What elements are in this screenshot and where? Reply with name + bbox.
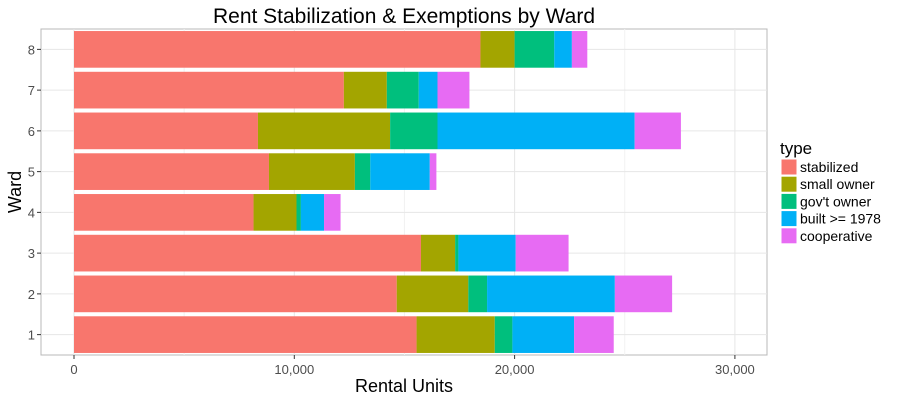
bar-segment [268, 153, 355, 190]
legend-swatch [780, 192, 798, 210]
bar-segment [420, 234, 456, 272]
bar-segment [343, 71, 387, 109]
bar-segment [634, 112, 681, 150]
bar-segment [458, 234, 516, 272]
bar-segment [437, 71, 470, 109]
bar-segment [74, 31, 481, 68]
legend-swatch [780, 210, 798, 228]
bar-segment [257, 112, 391, 150]
x-axis-label: Rental Units [355, 376, 453, 396]
bar-segment [396, 275, 469, 313]
legend-item: cooperative [780, 227, 873, 245]
legend-item: built >= 1978 [780, 210, 881, 228]
bar-segment [324, 194, 341, 231]
legend-swatch [780, 158, 798, 176]
bar-segment [253, 194, 297, 231]
bar-segment [354, 153, 371, 190]
legend-label: gov't owner [800, 193, 871, 209]
bar-segment [429, 153, 437, 190]
legend-item: stabilized [780, 158, 858, 176]
bar-segment [74, 153, 269, 190]
legend-item: small owner [780, 175, 875, 193]
legend-label: cooperative [800, 228, 873, 244]
bar-segment [494, 316, 513, 353]
bar-segment [480, 31, 515, 68]
bar-segment [512, 316, 575, 353]
y-tick-label: 7 [28, 83, 35, 98]
bars [74, 31, 681, 353]
bar-segment [74, 112, 258, 150]
chart-title: Rent Stabilization & Exemptions by Ward [213, 5, 595, 28]
bar-segment [571, 31, 588, 68]
bar-segment [74, 275, 397, 313]
legend-label: stabilized [800, 159, 858, 175]
bar-segment [455, 234, 459, 272]
bar-segment [300, 194, 325, 231]
bar-segment [437, 112, 635, 150]
x-tick-label: 0 [70, 362, 77, 377]
bar-segment [74, 316, 417, 353]
bar-segment [515, 234, 569, 272]
bar-segment [296, 194, 301, 231]
bar-segment [416, 316, 495, 353]
y-tick-label: 4 [28, 205, 35, 220]
legend-label: small owner [800, 176, 875, 192]
y-tick-label: 5 [28, 165, 35, 180]
y-tick-label: 2 [28, 287, 35, 302]
y-axis-ticks: 1 2 3 4 5 6 7 8 [28, 42, 41, 343]
x-tick-label: 20,000 [495, 362, 535, 377]
bar-segment [574, 316, 614, 353]
bar-segment [386, 71, 419, 109]
bar-segment [418, 71, 438, 109]
bar-segment [514, 31, 555, 68]
bar-segment [487, 275, 615, 313]
bar-segment [370, 153, 430, 190]
x-axis-ticks: 0 10,000 20,000 30,000 [70, 355, 755, 377]
y-axis-label: Ward [5, 171, 25, 213]
bar-segment [468, 275, 488, 313]
bar-segment [554, 31, 572, 68]
x-tick-label: 30,000 [715, 362, 755, 377]
legend-item: gov't owner [780, 192, 871, 210]
legend-title: type [780, 139, 812, 158]
y-tick-label: 8 [28, 42, 35, 57]
bar-segment [390, 112, 438, 150]
legend-swatch [780, 175, 798, 193]
y-tick-label: 6 [28, 124, 35, 139]
legend-swatch [780, 227, 798, 245]
bar-segment [74, 194, 254, 231]
y-tick-label: 1 [28, 328, 35, 343]
y-tick-label: 3 [28, 246, 35, 261]
legend-label: built >= 1978 [800, 211, 881, 227]
bar-segment [74, 71, 344, 109]
bar-segment [74, 234, 421, 272]
bar-segment [614, 275, 673, 313]
x-tick-label: 10,000 [274, 362, 314, 377]
